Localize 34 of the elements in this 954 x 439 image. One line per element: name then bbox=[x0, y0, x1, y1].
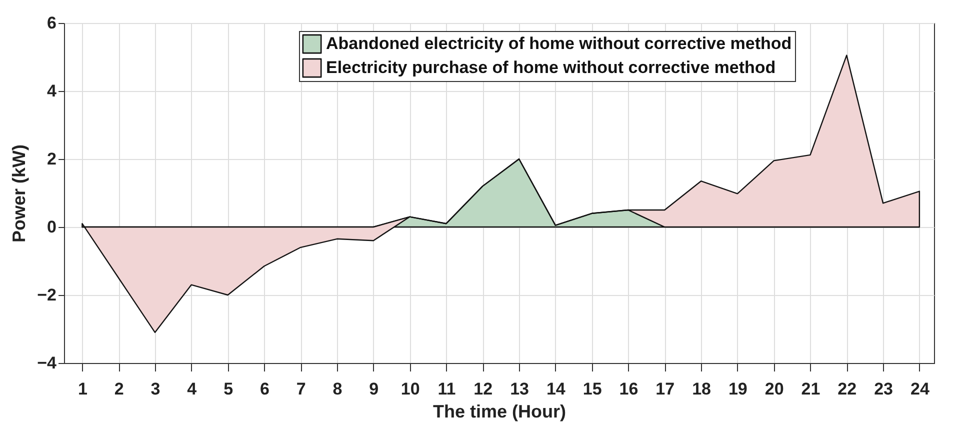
x-tick-label: 9 bbox=[369, 380, 379, 398]
x-axis-title: The time (Hour) bbox=[433, 402, 566, 422]
y-tick-label: 6 bbox=[47, 14, 56, 32]
x-tick-label: 5 bbox=[224, 380, 234, 398]
x-tick-label: 17 bbox=[656, 380, 675, 398]
legend-label: Abandoned electricity of home without corrective method bbox=[326, 34, 792, 53]
x-tick-label: 16 bbox=[619, 380, 638, 398]
x-tick-label: 15 bbox=[582, 380, 602, 398]
x-tick-label: 22 bbox=[838, 380, 857, 398]
x-tick-label: 11 bbox=[438, 380, 456, 398]
x-tick-label: 2 bbox=[114, 380, 124, 398]
x-tick-label: 13 bbox=[510, 380, 529, 398]
y-tick-label: 0 bbox=[47, 218, 56, 236]
x-tick-label: 10 bbox=[400, 380, 420, 398]
x-tick-label: 24 bbox=[910, 380, 930, 398]
x-tick-label: 8 bbox=[332, 380, 342, 398]
x-tick-label: 19 bbox=[728, 380, 748, 398]
y-axis-title: Power (kW) bbox=[9, 144, 30, 243]
y-tick-label: −2 bbox=[37, 286, 56, 304]
x-tick-label: 6 bbox=[260, 380, 270, 398]
x-tick-label: 12 bbox=[474, 380, 493, 398]
y-tick-label: −4 bbox=[37, 354, 58, 372]
x-tick-label: 20 bbox=[764, 380, 784, 398]
x-tick-label: 23 bbox=[874, 380, 893, 398]
x-tick-label: 1 bbox=[78, 380, 88, 398]
x-tick-label: 7 bbox=[296, 380, 306, 398]
y-tick-label: 2 bbox=[47, 150, 56, 168]
x-tick-label: 14 bbox=[546, 380, 566, 398]
legend-label: Electricity purchase of home without corrective method bbox=[326, 58, 776, 77]
x-tick-label: 18 bbox=[692, 380, 711, 398]
y-tick-label: 4 bbox=[47, 82, 58, 100]
x-tick-label: 4 bbox=[187, 380, 198, 398]
x-tick-label: 3 bbox=[150, 380, 160, 398]
x-tick-label: 21 bbox=[801, 380, 820, 398]
